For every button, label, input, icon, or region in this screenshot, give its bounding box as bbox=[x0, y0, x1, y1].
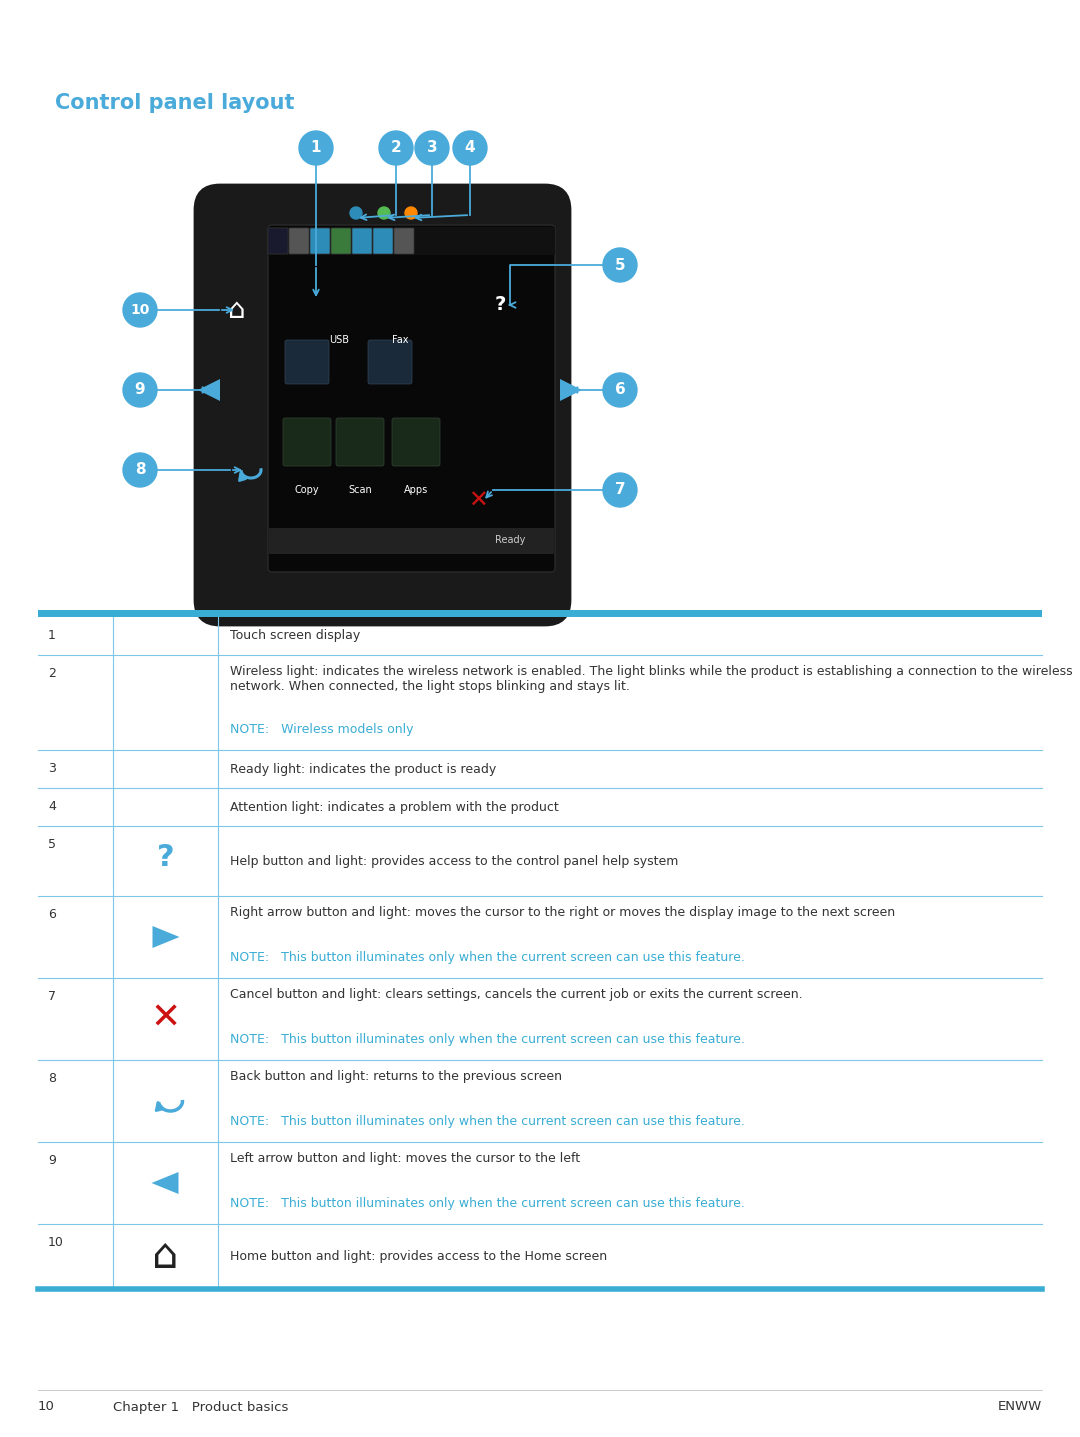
Text: NOTE:   This button illuminates only when the current screen can use this featur: NOTE: This button illuminates only when … bbox=[230, 951, 745, 964]
Circle shape bbox=[603, 374, 637, 407]
Circle shape bbox=[123, 293, 157, 328]
FancyBboxPatch shape bbox=[283, 418, 330, 466]
FancyBboxPatch shape bbox=[330, 228, 351, 254]
Text: Attention light: indicates a problem with the product: Attention light: indicates a problem wit… bbox=[230, 800, 558, 813]
Text: ⌂: ⌂ bbox=[228, 296, 246, 323]
Text: Chapter 1   Product basics: Chapter 1 Product basics bbox=[113, 1401, 288, 1414]
Text: 3: 3 bbox=[427, 141, 437, 155]
Text: 1: 1 bbox=[48, 629, 56, 642]
FancyBboxPatch shape bbox=[352, 228, 372, 254]
Text: ?: ? bbox=[157, 842, 174, 871]
FancyBboxPatch shape bbox=[336, 418, 384, 466]
FancyBboxPatch shape bbox=[268, 227, 555, 254]
Circle shape bbox=[415, 131, 449, 165]
Text: 5: 5 bbox=[48, 838, 56, 851]
Text: 10: 10 bbox=[38, 1401, 55, 1414]
Text: Apps: Apps bbox=[404, 486, 428, 494]
Circle shape bbox=[299, 131, 333, 165]
Circle shape bbox=[603, 473, 637, 507]
Text: 8: 8 bbox=[48, 1072, 56, 1085]
Circle shape bbox=[603, 249, 637, 282]
Text: Wireless light: indicates the wireless network is enabled. The light blinks whil: Wireless light: indicates the wireless n… bbox=[230, 665, 1072, 693]
Text: 1: 1 bbox=[311, 141, 321, 155]
Text: Copy: Copy bbox=[295, 486, 320, 494]
FancyBboxPatch shape bbox=[38, 609, 1042, 616]
Text: NOTE:   This button illuminates only when the current screen can use this featur: NOTE: This button illuminates only when … bbox=[230, 1115, 745, 1128]
FancyBboxPatch shape bbox=[368, 341, 411, 384]
Text: Back button and light: returns to the previous screen: Back button and light: returns to the pr… bbox=[230, 1071, 562, 1083]
FancyBboxPatch shape bbox=[268, 228, 288, 254]
Circle shape bbox=[123, 453, 157, 487]
Text: 6: 6 bbox=[48, 908, 56, 921]
Polygon shape bbox=[152, 925, 179, 948]
Text: 2: 2 bbox=[391, 141, 402, 155]
Text: Touch screen display: Touch screen display bbox=[230, 629, 361, 642]
Text: Right arrow button and light: moves the cursor to the right or moves the display: Right arrow button and light: moves the … bbox=[230, 905, 895, 920]
Text: ✕: ✕ bbox=[468, 489, 488, 513]
Text: 10: 10 bbox=[48, 1236, 64, 1249]
Text: Ready light: indicates the product is ready: Ready light: indicates the product is re… bbox=[230, 763, 496, 776]
FancyBboxPatch shape bbox=[195, 185, 570, 625]
Text: 6: 6 bbox=[615, 382, 625, 398]
Text: ⌂: ⌂ bbox=[152, 1236, 178, 1277]
Text: 4: 4 bbox=[48, 800, 56, 813]
FancyBboxPatch shape bbox=[310, 228, 330, 254]
Text: 9: 9 bbox=[135, 382, 146, 398]
Text: 7: 7 bbox=[48, 990, 56, 1003]
Circle shape bbox=[350, 207, 362, 218]
FancyBboxPatch shape bbox=[269, 527, 554, 555]
Circle shape bbox=[378, 207, 390, 218]
Polygon shape bbox=[561, 379, 582, 401]
Circle shape bbox=[123, 374, 157, 407]
Text: NOTE:   This button illuminates only when the current screen can use this featur: NOTE: This button illuminates only when … bbox=[230, 1033, 745, 1046]
Circle shape bbox=[453, 131, 487, 165]
Text: USB: USB bbox=[329, 335, 349, 345]
Text: 8: 8 bbox=[135, 463, 146, 477]
Text: 9: 9 bbox=[48, 1154, 56, 1167]
FancyBboxPatch shape bbox=[285, 341, 329, 384]
Circle shape bbox=[379, 131, 413, 165]
Polygon shape bbox=[198, 379, 220, 401]
Text: Home button and light: provides access to the Home screen: Home button and light: provides access t… bbox=[230, 1250, 607, 1263]
Text: 3: 3 bbox=[48, 762, 56, 775]
Text: ENWW: ENWW bbox=[998, 1401, 1042, 1414]
Text: NOTE:   This button illuminates only when the current screen can use this featur: NOTE: This button illuminates only when … bbox=[230, 1197, 745, 1210]
Text: Help button and light: provides access to the control panel help system: Help button and light: provides access t… bbox=[230, 855, 678, 868]
Text: Left arrow button and light: moves the cursor to the left: Left arrow button and light: moves the c… bbox=[230, 1152, 580, 1165]
Text: 5: 5 bbox=[615, 257, 625, 273]
Text: Control panel layout: Control panel layout bbox=[55, 93, 295, 114]
Text: Cancel button and light: clears settings, cancels the current job or exits the c: Cancel button and light: clears settings… bbox=[230, 989, 802, 1002]
FancyBboxPatch shape bbox=[392, 418, 440, 466]
Text: Fax: Fax bbox=[392, 335, 408, 345]
Text: NOTE:   Wireless models only: NOTE: Wireless models only bbox=[230, 723, 414, 736]
Circle shape bbox=[405, 207, 417, 218]
Text: ?: ? bbox=[495, 296, 505, 315]
Polygon shape bbox=[151, 1173, 178, 1194]
Text: 4: 4 bbox=[464, 141, 475, 155]
Text: 2: 2 bbox=[48, 667, 56, 680]
FancyBboxPatch shape bbox=[373, 228, 393, 254]
Text: 10: 10 bbox=[131, 303, 150, 318]
Text: 7: 7 bbox=[615, 483, 625, 497]
Text: Ready: Ready bbox=[495, 535, 525, 545]
FancyBboxPatch shape bbox=[394, 228, 414, 254]
Text: ✕: ✕ bbox=[150, 1002, 180, 1036]
FancyBboxPatch shape bbox=[268, 226, 555, 572]
Text: Scan: Scan bbox=[348, 486, 372, 494]
FancyBboxPatch shape bbox=[289, 228, 309, 254]
